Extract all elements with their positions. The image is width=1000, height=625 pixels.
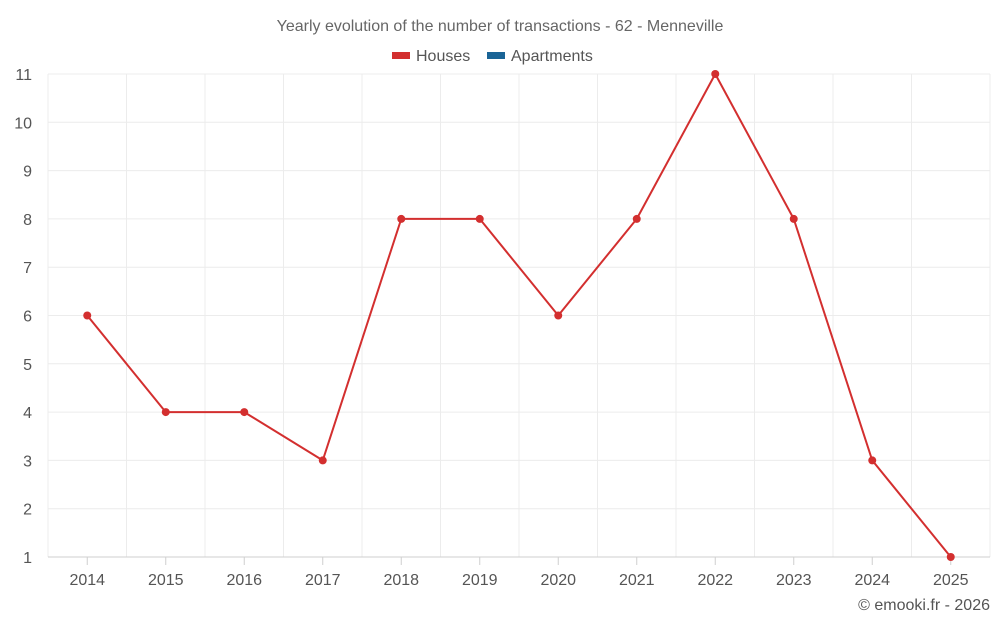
x-tick-label: 2019 [462,572,498,589]
y-tick-label: 9 [23,164,32,181]
data-point-houses[interactable] [946,553,955,561]
x-axis: 2014 2015 2016 2017 2018 2019 2020 2021 2022 2023… [48,556,990,589]
x-tick-label: 2023 [776,572,812,589]
data-point-houses[interactable] [632,214,641,223]
y-axis: 1 2 3 4 5 6 7 8 9 10 11 [14,67,32,567]
y-tick-label: 8 [23,212,32,229]
data-point-houses[interactable] [240,408,249,417]
y-tick-label: 11 [15,67,32,84]
x-tick-label: 2018 [383,572,419,589]
data-point-houses[interactable] [161,408,170,417]
x-tick-label: 2022 [697,572,733,589]
legend-label-houses: Houses [416,48,470,65]
series-houses [83,70,955,561]
legend-item-apartments[interactable]: Apartments [487,48,593,65]
chart-title: Yearly evolution of the number of transa… [277,18,724,35]
legend-label-apartments: Apartments [511,48,593,65]
legend-item-houses[interactable]: Houses [392,48,470,65]
x-tick-label: 2021 [619,572,655,589]
x-tick-label: 2024 [854,572,890,589]
data-point-houses[interactable] [711,70,720,78]
x-tick-label: 2014 [69,572,105,589]
y-tick-label: 6 [23,309,32,326]
y-tick-label: 5 [23,357,32,374]
legend-swatch-apartments [487,52,505,59]
legend-swatch-houses [392,52,410,59]
data-point-houses[interactable] [397,214,406,223]
y-tick-label: 10 [14,115,32,132]
data-point-houses[interactable] [554,311,563,320]
x-tick-label: 2020 [540,572,576,589]
data-point-houses[interactable] [789,214,798,223]
y-tick-label: 4 [23,405,32,422]
series-line-houses [86,73,952,558]
data-point-houses[interactable] [318,456,327,465]
grid [47,73,991,558]
y-tick-label: 7 [23,260,32,277]
y-tick-label: 1 [23,550,32,567]
data-point-houses[interactable] [475,214,484,223]
x-tick-label: 2015 [148,572,184,589]
y-tick-label: 3 [23,453,32,470]
legend: Houses Apartments [392,48,593,65]
x-tick-label: 2016 [226,572,262,589]
x-tick-label: 2025 [933,572,969,589]
data-point-houses[interactable] [868,456,877,465]
data-point-houses[interactable] [83,311,92,320]
y-tick-label: 2 [23,502,32,519]
x-tick-label: 2017 [305,572,341,589]
credit-text: © emooki.fr - 2026 [858,597,990,614]
